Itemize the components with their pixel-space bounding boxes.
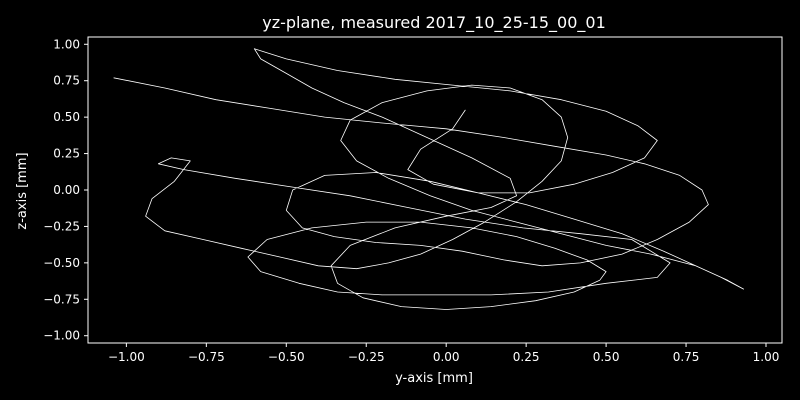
x-tick-label: −1.00 [108, 350, 145, 364]
y-axis-ticks: −1.00 −0.75 −0.50 −0.25 0.00 0.25 0.50 0.75 1.00 [43, 37, 88, 343]
y-tick-label: 0.50 [53, 110, 80, 124]
y-tick-label: −0.75 [43, 292, 80, 306]
chart-title: yz-plane, measured 2017_10_25-15_00_01 [262, 13, 606, 33]
x-tick-label: −0.25 [348, 350, 385, 364]
x-tick-label: 1.00 [753, 350, 780, 364]
x-tick-label: 0.50 [593, 350, 620, 364]
x-tick-label: 0.75 [673, 350, 700, 364]
y-tick-label: 0.75 [53, 74, 80, 88]
y-tick-label: −0.25 [43, 219, 80, 233]
x-axis-label: y-axis [mm] [395, 371, 473, 386]
x-tick-label: 0.00 [433, 350, 460, 364]
y-tick-label: 0.25 [53, 147, 80, 161]
y-tick-label: −1.00 [43, 329, 80, 343]
plot-area [113, 48, 744, 310]
axes-frame [87, 36, 783, 344]
y-axis-label: z-axis [mm] [15, 152, 30, 229]
y-tick-label: −0.50 [43, 256, 80, 270]
y-tick-label: 0.00 [53, 183, 80, 197]
x-tick-label: −0.75 [188, 350, 225, 364]
x-tick-label: 0.25 [513, 350, 540, 364]
trajectory-line-0 [113, 48, 744, 310]
y-tick-label: 1.00 [53, 37, 80, 51]
x-tick-label: −0.50 [268, 350, 305, 364]
x-axis-ticks: −1.00 −0.75 −0.50 −0.25 0.00 0.25 0.50 0.75 1.00 [108, 343, 779, 364]
